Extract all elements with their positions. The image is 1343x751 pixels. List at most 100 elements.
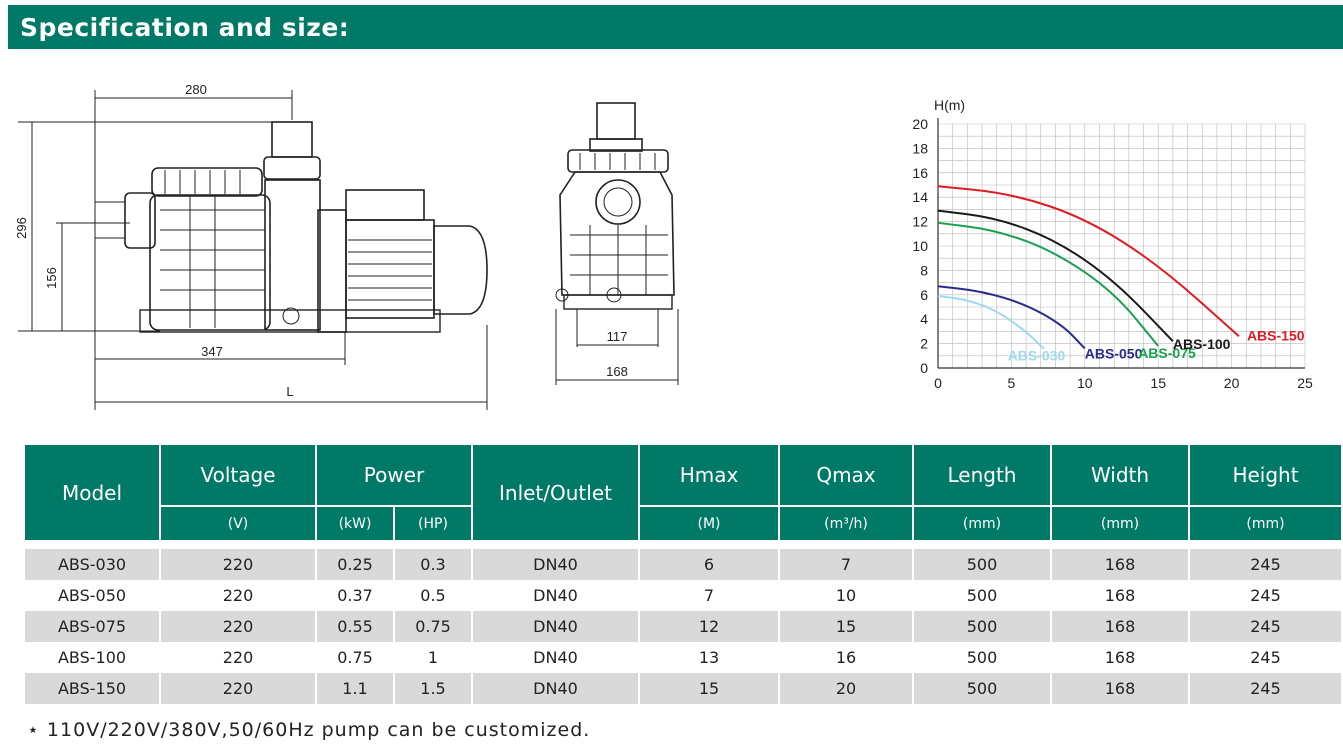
cell-hmax: 6 <box>639 549 780 580</box>
col-model-header: Model <box>25 445 161 540</box>
cell-height: 245 <box>1189 673 1341 704</box>
cell-hmax: 13 <box>639 642 780 673</box>
unit-qmax: (m³/h) <box>779 505 914 540</box>
x-tick-label: 5 <box>1008 375 1016 391</box>
col-voltage-header: Voltage <box>160 445 317 506</box>
y-tick-label: 16 <box>912 165 928 181</box>
cell-model: ABS-030 <box>25 549 161 580</box>
dim-168-label: 168 <box>606 364 628 379</box>
dim-280-label: 280 <box>185 82 207 97</box>
unit-height: (mm) <box>1189 505 1341 540</box>
cell-voltage: 220 <box>160 611 317 642</box>
col-hmax-header: Hmax <box>639 445 780 506</box>
section-title: Specification and size: <box>20 13 350 42</box>
footnote: ⋆ 110V/220V/380V,50/60Hz pump can be cus… <box>27 719 591 741</box>
cell-length: 500 <box>913 549 1052 580</box>
unit-width: (mm) <box>1051 505 1190 540</box>
y-tick-label: 2 <box>920 336 928 352</box>
col-height-header: Height <box>1189 445 1341 506</box>
cell-inlet: DN40 <box>472 580 640 611</box>
y-tick-label: 20 <box>912 116 928 132</box>
col-qmax-header: Qmax <box>779 445 914 506</box>
unit-voltage: (V) <box>160 505 317 540</box>
cell-qmax: 15 <box>779 611 914 642</box>
y-tick-label: 6 <box>920 287 928 303</box>
cell-model: ABS-100 <box>25 642 161 673</box>
y-tick-label: 8 <box>920 262 928 278</box>
y-tick-label: 14 <box>912 189 928 205</box>
x-tick-label: 10 <box>1077 375 1093 391</box>
cell-qmax: 7 <box>779 549 914 580</box>
chart-ticks: 0 2 4 6 8 10 12 14 16 18 20 0 5 10 15 20 25 <box>912 116 1313 391</box>
cell-height: 245 <box>1189 580 1341 611</box>
cell-width: 168 <box>1051 642 1190 673</box>
cell-width: 168 <box>1051 580 1190 611</box>
dim-L-label: L <box>286 384 293 399</box>
cell-qmax: 10 <box>779 580 914 611</box>
cell-hp: 0.3 <box>394 549 473 580</box>
chart-y-axis-label: H(m) <box>934 97 965 113</box>
cell-kw: 0.75 <box>316 642 395 673</box>
cell-kw: 0.25 <box>316 549 395 580</box>
pump-front-view-drawing: 117 168 <box>555 102 679 385</box>
cell-length: 500 <box>913 580 1052 611</box>
table-row: ABS-150 220 1.1 1.5 DN40 15 20 500 168 2… <box>25 673 1341 704</box>
cell-hmax: 7 <box>639 580 780 611</box>
series-line-abs-030 <box>937 295 1045 350</box>
series-label-abs-075: ABS-075 <box>1138 345 1196 361</box>
dim-117-label: 117 <box>607 329 628 344</box>
cell-model: ABS-075 <box>25 611 161 642</box>
table-row: ABS-075 220 0.55 0.75 DN40 12 15 500 168… <box>25 611 1341 642</box>
cell-model: ABS-150 <box>25 673 161 704</box>
unit-length: (mm) <box>913 505 1052 540</box>
specification-table: Model Voltage Power Inlet/Outlet Hmax Qm… <box>25 445 1341 704</box>
cell-hmax: 12 <box>639 611 780 642</box>
series-line-abs-100 <box>937 209 1174 342</box>
table-units-row: (V) (kW) (HP) (M) (m³/h) (mm) (mm) (mm) <box>25 505 1341 540</box>
cell-kw: 0.37 <box>316 580 395 611</box>
x-tick-label: 15 <box>1150 375 1166 391</box>
table-header-row: Model Voltage Power Inlet/Outlet Hmax Qm… <box>25 445 1341 540</box>
cell-height: 245 <box>1189 642 1341 673</box>
series-line-abs-075 <box>937 221 1159 347</box>
cell-hmax: 15 <box>639 673 780 704</box>
cell-hp: 0.75 <box>394 611 473 642</box>
series-label-abs-150: ABS-150 <box>1247 327 1305 343</box>
cell-inlet: DN40 <box>472 611 640 642</box>
cell-inlet: DN40 <box>472 549 640 580</box>
y-tick-label: 12 <box>912 214 928 230</box>
cell-inlet: DN40 <box>472 642 640 673</box>
cell-kw: 0.55 <box>316 611 395 642</box>
cell-voltage: 220 <box>160 580 317 611</box>
cell-voltage: 220 <box>160 673 317 704</box>
x-tick-label: 25 <box>1297 375 1313 391</box>
table-row: ABS-100 220 0.75 1 DN40 13 16 500 168 24… <box>25 642 1341 673</box>
col-power-header: Power <box>316 445 473 506</box>
col-inlet-header: Inlet/Outlet <box>472 445 640 540</box>
y-tick-label: 4 <box>920 311 928 327</box>
section-header: Specification and size: <box>8 5 1343 49</box>
cell-voltage: 220 <box>160 642 317 673</box>
cell-voltage: 220 <box>160 549 317 580</box>
cell-height: 245 <box>1189 549 1341 580</box>
cell-hp: 1 <box>394 642 473 673</box>
cell-inlet: DN40 <box>472 673 640 704</box>
series-line-abs-050 <box>937 285 1086 350</box>
cell-kw: 1.1 <box>316 673 395 704</box>
pump-side-view-drawing: 280 296 156 347 L <box>14 82 488 410</box>
cell-hp: 1.5 <box>394 673 473 704</box>
performance-curve-chart: H(m) 0 2 4 6 8 10 12 14 16 18 20 0 5 10 15 20 25 ABS-030… <box>912 97 1313 391</box>
series-label-abs-100: ABS-100 <box>1173 336 1231 352</box>
cell-length: 500 <box>913 673 1052 704</box>
table-row: ABS-050 220 0.37 0.5 DN40 7 10 500 168 2… <box>25 580 1341 611</box>
chart-series <box>937 185 1240 350</box>
cell-width: 168 <box>1051 549 1190 580</box>
y-tick-label: 18 <box>912 140 928 156</box>
unit-power-kw: (kW) <box>316 505 395 540</box>
cell-qmax: 16 <box>779 642 914 673</box>
cell-length: 500 <box>913 642 1052 673</box>
table-row: ABS-030 220 0.25 0.3 DN40 6 7 500 168 24… <box>25 549 1341 580</box>
series-line-abs-150 <box>937 185 1240 338</box>
cell-model: ABS-050 <box>25 580 161 611</box>
